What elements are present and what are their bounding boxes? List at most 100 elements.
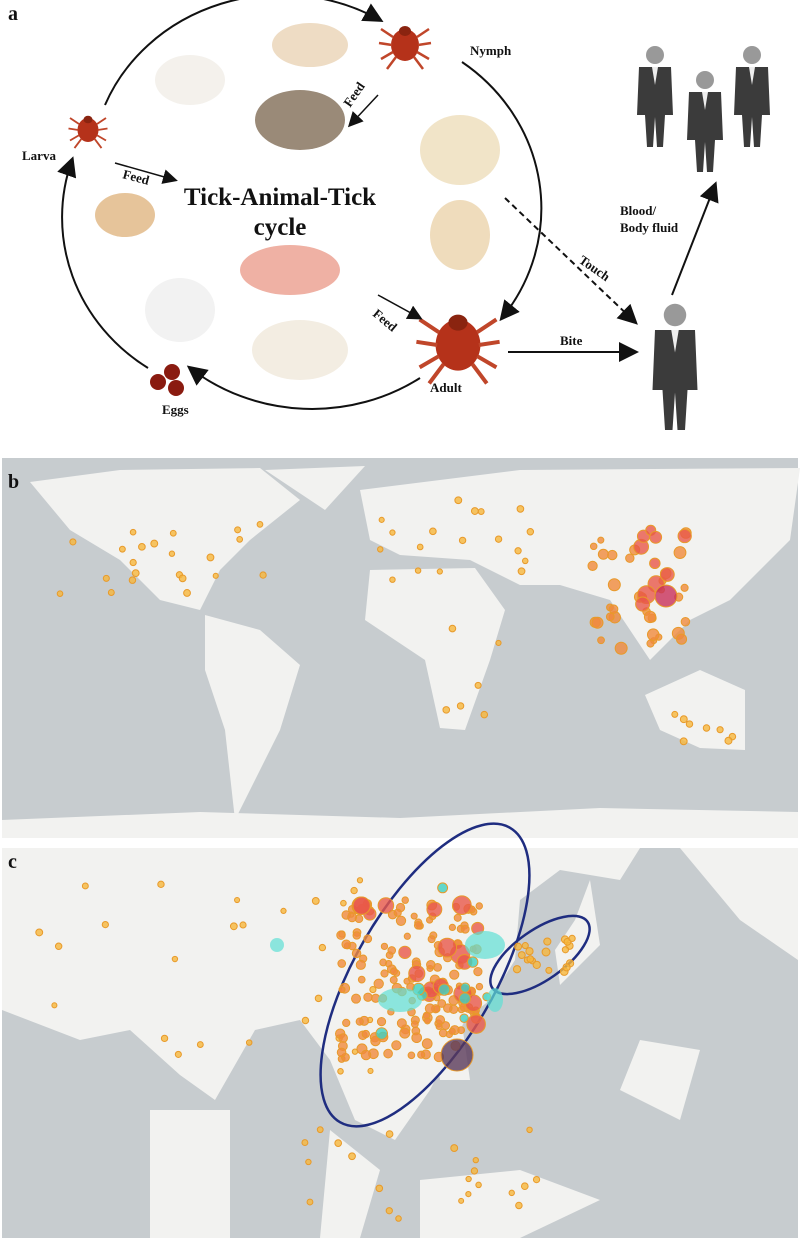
map-point bbox=[433, 962, 442, 972]
map-point bbox=[456, 702, 465, 710]
cycle-arrow bbox=[104, 0, 384, 106]
map-point bbox=[526, 955, 535, 963]
map-point bbox=[517, 567, 526, 576]
map-point bbox=[102, 574, 110, 582]
map-point bbox=[316, 1126, 324, 1134]
map-point bbox=[421, 1038, 433, 1050]
map-point bbox=[352, 931, 361, 940]
map-point bbox=[436, 568, 443, 575]
map-point bbox=[458, 536, 467, 545]
map-point bbox=[625, 553, 635, 563]
map-point bbox=[369, 985, 377, 994]
map-point bbox=[545, 966, 553, 974]
map-point bbox=[646, 628, 660, 641]
map-point bbox=[131, 569, 140, 578]
map-point bbox=[591, 616, 604, 629]
map-point bbox=[348, 1152, 356, 1161]
map-point bbox=[532, 960, 541, 970]
map-point bbox=[568, 934, 576, 943]
map-point bbox=[671, 710, 679, 718]
map-point bbox=[363, 934, 373, 944]
map-point bbox=[605, 612, 615, 622]
map-point bbox=[466, 1014, 486, 1034]
map-point bbox=[383, 1048, 393, 1059]
map-point bbox=[438, 1028, 448, 1038]
map-point bbox=[101, 920, 109, 929]
map-point bbox=[334, 1139, 343, 1147]
map-point bbox=[342, 1018, 351, 1028]
map-point bbox=[306, 1198, 314, 1206]
map-point bbox=[673, 546, 687, 559]
map-point bbox=[351, 948, 362, 959]
cycle-arrow bbox=[186, 365, 421, 410]
map-point bbox=[413, 920, 423, 930]
panel-a: a Nymph Larva Adult Eggs Feed Feed bbox=[8, 0, 770, 430]
map-point bbox=[716, 726, 724, 734]
map-point bbox=[458, 992, 471, 1005]
map-point bbox=[454, 496, 463, 505]
feed-arrow bbox=[347, 94, 379, 128]
map-point bbox=[520, 1182, 529, 1191]
map-point bbox=[341, 939, 352, 950]
map-point bbox=[614, 641, 628, 655]
animals bbox=[95, 23, 500, 380]
map-point bbox=[129, 558, 137, 567]
map-point bbox=[597, 636, 605, 645]
map-point bbox=[407, 1051, 416, 1060]
cluster-ellipse bbox=[489, 914, 591, 996]
map-point bbox=[174, 1050, 182, 1058]
map-point bbox=[373, 978, 384, 989]
map-point bbox=[128, 576, 137, 584]
map-point bbox=[607, 549, 618, 561]
map-point bbox=[301, 1139, 309, 1147]
map-point bbox=[457, 1026, 466, 1035]
map-point bbox=[414, 567, 422, 574]
blood-label: Blood/ bbox=[620, 203, 657, 218]
map-point bbox=[494, 535, 503, 543]
map-region bbox=[270, 938, 284, 952]
map-point bbox=[654, 584, 678, 608]
map-point bbox=[525, 947, 534, 956]
map-point bbox=[459, 1013, 469, 1023]
map-point bbox=[410, 912, 418, 920]
blood-arrow bbox=[671, 181, 719, 296]
map-point bbox=[245, 1039, 253, 1046]
map-point bbox=[437, 882, 449, 894]
map-point bbox=[679, 737, 688, 746]
feed-label: Feed bbox=[121, 166, 151, 188]
map-point bbox=[169, 529, 177, 537]
map-point bbox=[443, 1003, 453, 1013]
map-point bbox=[336, 1047, 347, 1058]
map-point bbox=[526, 528, 535, 536]
map-point bbox=[424, 1003, 436, 1014]
map-point bbox=[160, 1034, 169, 1043]
map-point bbox=[475, 1181, 482, 1189]
map-point bbox=[411, 1032, 423, 1044]
touch-label: Touch bbox=[576, 252, 613, 284]
map-point bbox=[608, 604, 619, 614]
feed-arrow bbox=[377, 294, 423, 320]
panel-b: b bbox=[2, 458, 800, 838]
map-point bbox=[171, 955, 179, 963]
map-point bbox=[347, 912, 358, 923]
map-point bbox=[234, 526, 242, 534]
land bbox=[2, 466, 800, 838]
map-point bbox=[376, 1016, 387, 1027]
map-point bbox=[480, 710, 489, 719]
panel-label: c bbox=[8, 851, 17, 873]
feed-arrow bbox=[114, 162, 178, 184]
map-point bbox=[416, 543, 424, 551]
map-point bbox=[561, 946, 570, 954]
map-point bbox=[512, 965, 522, 974]
map-point bbox=[338, 1033, 348, 1043]
map-point bbox=[380, 969, 389, 978]
map-point bbox=[702, 724, 711, 732]
map-point bbox=[361, 1029, 370, 1039]
map-point bbox=[399, 1027, 411, 1039]
map-point bbox=[472, 1156, 479, 1164]
map-point bbox=[587, 560, 598, 571]
map-point bbox=[475, 982, 484, 991]
map-point bbox=[81, 882, 89, 890]
map-point bbox=[387, 946, 397, 955]
